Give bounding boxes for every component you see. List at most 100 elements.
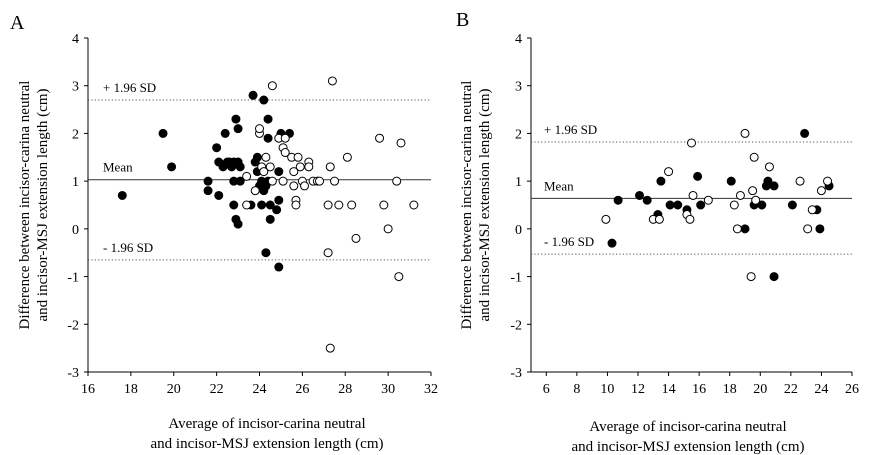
data-point-filled [233, 124, 243, 134]
data-point-filled [642, 195, 652, 205]
x-tick-label: 22 [210, 382, 224, 397]
data-point-open [601, 214, 611, 224]
y-tick-label: 3 [72, 80, 79, 95]
x-tick-label: 20 [167, 382, 181, 397]
x-axis-label-line-1: Average of incisor-carina neutral [589, 419, 786, 435]
data-point-open [295, 162, 305, 172]
data-point-open [347, 200, 357, 210]
data-point-open [823, 176, 833, 186]
data-point-filled [800, 128, 810, 138]
data-point-filled [117, 190, 127, 200]
data-point-open [746, 272, 756, 282]
data-point-filled [673, 200, 683, 210]
data-point-filled [257, 200, 267, 210]
reference-line-label: Mean [103, 160, 133, 175]
data-point-open [740, 128, 750, 138]
data-point-open [278, 176, 288, 186]
data-point-open [685, 214, 695, 224]
data-point-open [300, 181, 310, 191]
x-tick-label: 30 [381, 382, 395, 397]
data-point-filled [769, 272, 779, 282]
data-point-filled [635, 190, 645, 200]
data-point-open [732, 224, 742, 234]
data-point-open [325, 343, 335, 353]
data-point-filled [231, 114, 241, 124]
data-point-open [748, 186, 758, 196]
y-axis-label-b: Difference between incisor-carina neutra… [459, 81, 493, 330]
data-point-open [795, 176, 805, 186]
data-point-open [259, 167, 269, 177]
y-tick-label: 1 [72, 175, 79, 190]
panel-a: A Difference between incisor-carina neut… [10, 12, 438, 452]
data-point-open [764, 162, 774, 172]
data-point-open [807, 205, 817, 215]
data-point-filled [265, 214, 275, 224]
panel-label-b: B [456, 9, 469, 31]
x-tick-label: 6 [543, 382, 550, 397]
data-point-filled [212, 143, 222, 153]
y-tick-label: -2 [510, 318, 522, 333]
data-point-open [267, 176, 277, 186]
data-point-open [250, 186, 260, 196]
data-point-open [394, 272, 404, 282]
data-point-filled [263, 133, 273, 143]
y-tick-label: -1 [510, 271, 522, 286]
y-axis-label-line-2: and incisor-MSJ extension length (cm) [35, 89, 51, 322]
data-point-filled [220, 128, 230, 138]
data-point-open [325, 162, 335, 172]
plot-area-a: -3 -2 -1 0 1 2 3 4 16 18 20 22 24 26 28 30 32 + 1.96 SD Me… [67, 32, 438, 397]
reference-line-label: Mean [544, 178, 574, 193]
data-point-filled [265, 200, 275, 210]
data-point-filled [726, 176, 736, 186]
data-point-filled [696, 200, 706, 210]
data-point-open [304, 162, 314, 172]
data-point-filled [248, 90, 258, 100]
data-point-filled [757, 200, 767, 210]
data-point-filled [229, 200, 239, 210]
data-point-open [409, 200, 419, 210]
data-point-open [289, 181, 299, 191]
data-point-open [664, 167, 674, 177]
x-tick-label: 26 [295, 382, 309, 397]
data-point-open [280, 133, 290, 143]
panel-label-a: A [10, 12, 25, 34]
x-tick-label: 22 [784, 382, 798, 397]
data-point-open [265, 162, 275, 172]
data-point-open [242, 171, 252, 181]
data-point-filled [665, 200, 675, 210]
data-point-filled [769, 181, 779, 191]
data-point-filled [274, 167, 284, 177]
data-point-filled [656, 176, 666, 186]
data-point-open [330, 176, 340, 186]
x-axis-label-line-2: and incisor-MSJ extension length (cm) [572, 439, 805, 455]
data-point-filled [693, 171, 703, 181]
y-tick-label: -3 [67, 366, 79, 381]
data-point-open [729, 200, 739, 210]
data-point-filled [235, 162, 245, 172]
data-point-open [396, 138, 406, 148]
y-tick-label: 4 [515, 32, 522, 47]
y-tick-label: 4 [72, 32, 79, 47]
data-point-filled [607, 238, 617, 248]
x-tick-label: 24 [253, 382, 267, 397]
data-point-open [816, 186, 826, 196]
data-point-filled [233, 219, 243, 229]
y-tick-label: 0 [72, 223, 79, 238]
x-axis-label-line-1: Average of incisor-carina neutral [168, 416, 365, 432]
data-point-filled [274, 195, 284, 205]
data-point-open [327, 76, 337, 86]
data-point-open [323, 200, 333, 210]
y-tick-label: 3 [515, 80, 522, 95]
x-tick-label: 26 [845, 382, 859, 397]
data-point-open [351, 233, 361, 243]
data-point-filled [740, 224, 750, 234]
panel-b: B Difference between incisor-carina neut… [456, 9, 859, 455]
data-point-open [291, 200, 301, 210]
data-point-open [280, 148, 290, 158]
x-tick-label: 16 [692, 382, 706, 397]
data-point-open [255, 124, 264, 134]
data-point-open [735, 190, 745, 200]
y-tick-label: -2 [67, 318, 79, 333]
x-tick-label: 24 [814, 382, 828, 397]
